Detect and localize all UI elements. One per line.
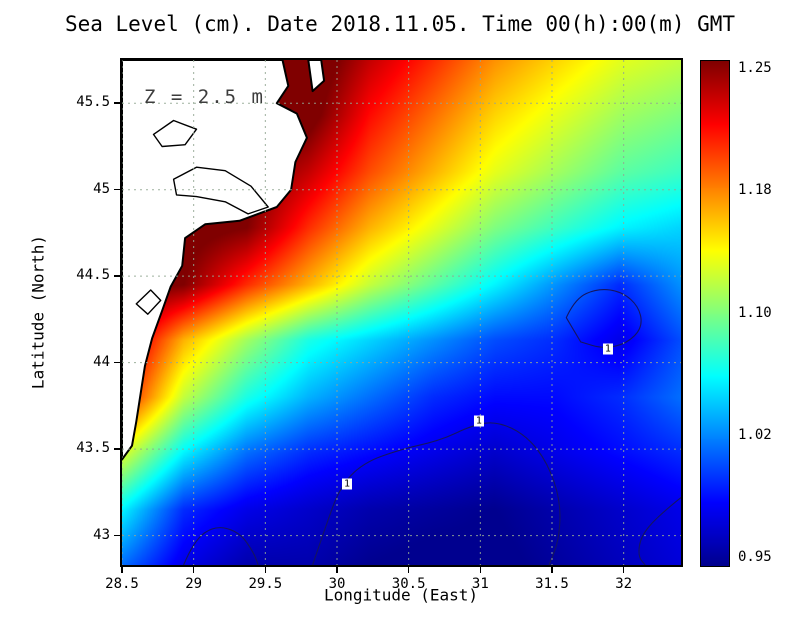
x-tick-mark xyxy=(479,567,482,573)
x-tick-mark xyxy=(622,567,625,573)
figure-title: Sea Level (cm). Date 2018.11.05. Time 00… xyxy=(64,12,736,36)
y-tick-label: 45.5 xyxy=(76,94,110,111)
contour-line xyxy=(638,497,681,565)
contour-line xyxy=(183,527,259,565)
lagoon-outline xyxy=(152,119,198,148)
x-tick-label: 31 xyxy=(471,576,489,592)
delta-spit xyxy=(307,60,326,93)
x-tick-label: 30.5 xyxy=(391,576,426,592)
lagoon-outline xyxy=(172,166,269,215)
map-overlay xyxy=(122,60,681,565)
y-tick-mark xyxy=(114,188,120,191)
y-tick-label: 43 xyxy=(93,526,110,543)
x-tick-label: 29.5 xyxy=(248,576,283,592)
colorbar-tick-label: 0.95 xyxy=(738,549,772,565)
land-coastline xyxy=(122,60,308,461)
plot-area: Z = 2.5 m 1 1 1 xyxy=(120,58,683,567)
contour-label: 1 xyxy=(473,415,484,427)
y-tick-mark xyxy=(114,102,120,104)
y-tick-label: 45 xyxy=(93,180,110,197)
colorbar-tick-label: 1.10 xyxy=(738,304,772,321)
contour-label: 1 xyxy=(602,343,613,355)
colorbar-tick-label: 1.25 xyxy=(738,60,772,76)
colorbar xyxy=(700,60,730,567)
x-tick-mark xyxy=(264,567,267,573)
x-tick-label: 31.5 xyxy=(535,576,569,592)
colorbar-tick-label: 1.18 xyxy=(738,182,772,199)
y-tick-mark xyxy=(114,534,120,537)
x-tick-label: 28.5 xyxy=(105,576,139,592)
x-tick-mark xyxy=(192,567,195,573)
x-tick-label: 29 xyxy=(185,576,203,592)
x-tick-mark xyxy=(121,567,123,573)
contour-line xyxy=(565,289,642,348)
depth-annotation: Z = 2.5 m xyxy=(144,86,265,108)
y-tick-label: 44.5 xyxy=(76,267,110,284)
x-tick-label: 32 xyxy=(615,576,633,592)
x-axis-label: Longitude (East) xyxy=(323,585,479,605)
x-tick-mark xyxy=(407,567,410,573)
x-tick-label: 30 xyxy=(328,576,346,592)
y-tick-mark xyxy=(114,361,120,364)
y-tick-mark xyxy=(114,275,120,277)
y-tick-label: 43.5 xyxy=(76,440,110,457)
contour-line xyxy=(312,422,561,565)
lagoon-outline xyxy=(135,289,162,315)
y-tick-label: 44 xyxy=(93,353,110,370)
x-tick-mark xyxy=(336,567,338,573)
x-tick-mark xyxy=(551,567,553,573)
contour-label: 1 xyxy=(342,478,353,490)
y-tick-mark xyxy=(114,448,120,450)
y-axis-label: Latitude (North) xyxy=(28,234,48,390)
colorbar-tick-label: 1.02 xyxy=(738,426,772,443)
